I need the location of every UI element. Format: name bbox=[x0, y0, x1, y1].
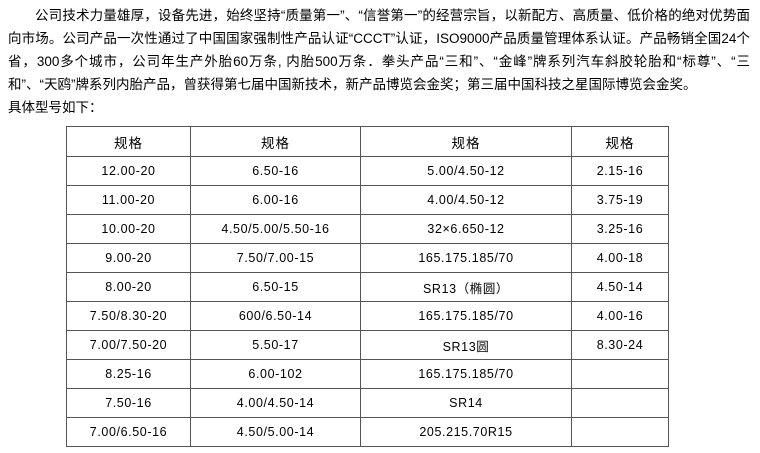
spec-cell: 6.00-102 bbox=[190, 359, 361, 389]
table-row: 8.00-20 6.50-15 SR13（椭圆） 4.50-14 bbox=[66, 272, 669, 302]
table-row: 7.50/8.30-20 600/6.50-14 165.175.185/70 … bbox=[66, 301, 669, 331]
spec-cell: 11.00-20 bbox=[66, 185, 191, 215]
column-header-1: 规格 bbox=[66, 126, 191, 157]
table-row: 10.00-20 4.50/5.00/5.50-16 32×6.650-12 3… bbox=[66, 214, 669, 244]
spec-cell: 165.175.185/70 bbox=[360, 359, 572, 389]
spec-cell-empty bbox=[571, 359, 669, 389]
spec-cell: 5.50-17 bbox=[190, 330, 361, 360]
spec-cell: 8.00-20 bbox=[66, 272, 191, 302]
spec-cell: 6.00-16 bbox=[190, 185, 361, 215]
column-header-4: 规格 bbox=[571, 126, 669, 157]
spec-cell: 4.00/4.50-14 bbox=[190, 388, 361, 418]
spec-cell: 165.175.185/70 bbox=[360, 301, 572, 331]
table-row: 12.00-20 6.50-16 5.00/4.50-12 2.15-16 bbox=[66, 156, 669, 186]
spec-cell: 10.00-20 bbox=[66, 214, 191, 244]
spec-cell: 6.50-16 bbox=[190, 156, 361, 186]
table-body: 12.00-20 6.50-16 5.00/4.50-12 2.15-16 11… bbox=[66, 156, 669, 447]
spec-cell: 3.25-16 bbox=[571, 214, 669, 244]
spec-cell: 4.00-18 bbox=[571, 243, 669, 273]
spec-cell: SR13（椭圆） bbox=[360, 272, 572, 302]
spec-cell: 4.00/4.50-12 bbox=[360, 185, 572, 215]
spec-cell: 4.50-14 bbox=[571, 272, 669, 302]
spec-cell-empty bbox=[571, 388, 669, 418]
spec-cell: 4.50/5.00/5.50-16 bbox=[190, 214, 361, 244]
spec-cell: 7.50/7.00-15 bbox=[190, 243, 361, 273]
spec-cell: 4.50/5.00-14 bbox=[190, 417, 361, 447]
spec-cell: 4.00-16 bbox=[571, 301, 669, 331]
spec-cell: SR13圆 bbox=[360, 330, 572, 360]
table-row: 7.00/7.50-20 5.50-17 SR13圆 8.30-24 bbox=[66, 330, 669, 360]
intro-text-block: 公司技术力量雄厚，设备先进，始终坚持“质量第一”、“信誉第一”的经营宗旨，以新配… bbox=[0, 0, 760, 119]
table-row: 7.00/6.50-16 4.50/5.00-14 205.215.70R15 bbox=[66, 417, 669, 447]
spec-cell: 32×6.650-12 bbox=[360, 214, 572, 244]
spec-cell: 7.00/7.50-20 bbox=[66, 330, 191, 360]
spec-cell: 3.75-19 bbox=[571, 185, 669, 215]
specification-table: 规格 规格 规格 规格 12.00-20 6.50-16 5.00/4.50-1… bbox=[66, 126, 669, 447]
spec-cell: 12.00-20 bbox=[66, 156, 191, 186]
spec-cell-empty bbox=[571, 417, 669, 447]
spec-cell: 205.215.70R15 bbox=[360, 417, 572, 447]
spec-cell: 7.50/8.30-20 bbox=[66, 301, 191, 331]
spec-cell: 6.50-15 bbox=[190, 272, 361, 302]
spec-cell: 5.00/4.50-12 bbox=[360, 156, 572, 186]
spec-cell: 165.175.185/70 bbox=[360, 243, 572, 273]
spec-cell: 2.15-16 bbox=[571, 156, 669, 186]
spec-lead-in-text: 具体型号如下： bbox=[8, 100, 103, 115]
table-row: 7.50-16 4.00/4.50-14 SR14 bbox=[66, 388, 669, 418]
spec-cell: SR14 bbox=[360, 388, 572, 418]
spec-cell: 9.00-20 bbox=[66, 243, 191, 273]
spec-cell: 7.50-16 bbox=[66, 388, 191, 418]
column-header-2: 规格 bbox=[190, 126, 361, 157]
table-row: 9.00-20 7.50/7.00-15 165.175.185/70 4.00… bbox=[66, 243, 669, 273]
table-row: 8.25-16 6.00-102 165.175.185/70 bbox=[66, 359, 669, 389]
column-header-3: 规格 bbox=[360, 126, 572, 157]
table-header-row: 规格 规格 规格 规格 bbox=[66, 126, 669, 157]
spec-cell: 7.00/6.50-16 bbox=[66, 417, 191, 447]
company-description-paragraph: 公司技术力量雄厚，设备先进，始终坚持“质量第一”、“信誉第一”的经营宗旨，以新配… bbox=[8, 8, 750, 92]
spec-cell: 8.25-16 bbox=[66, 359, 191, 389]
spec-cell: 8.30-24 bbox=[571, 330, 669, 360]
spec-cell: 600/6.50-14 bbox=[190, 301, 361, 331]
table-row: 11.00-20 6.00-16 4.00/4.50-12 3.75-19 bbox=[66, 185, 669, 215]
